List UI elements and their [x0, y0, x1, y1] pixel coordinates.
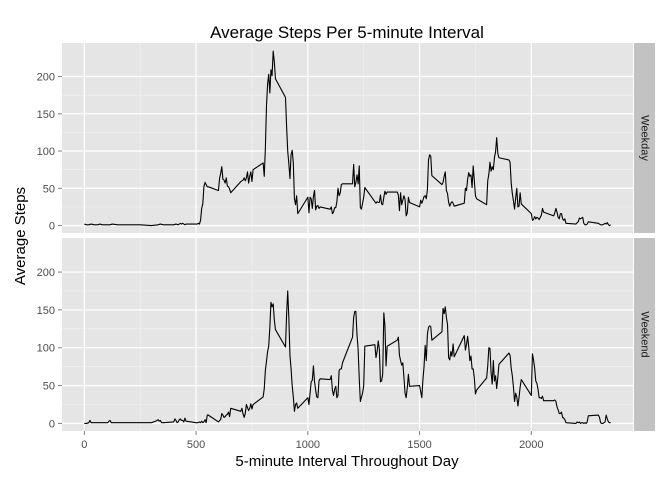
x-tick-label: 1000 — [296, 439, 320, 451]
y-tick-label: 100 — [37, 343, 55, 355]
x-tick-label: 1500 — [407, 439, 431, 451]
y-tick-label: 150 — [37, 305, 55, 317]
panel-background — [62, 238, 633, 431]
facet-strip — [634, 43, 655, 233]
facet-strip — [634, 238, 655, 431]
y-tick-label: 100 — [37, 146, 55, 158]
facet-strip-label: Weekend — [639, 311, 651, 357]
y-tick-label: 0 — [49, 221, 55, 233]
chart-title: Average Steps Per 5-minute Interval — [210, 23, 484, 42]
y-tick-label: 200 — [37, 72, 55, 84]
series-line-weekend — [84, 290, 611, 424]
facet-panel-weekend: 0 50 100 150 200 Weekend — [37, 238, 655, 431]
y-tick-label: 50 — [43, 183, 55, 195]
y-tick-label: 50 — [43, 381, 55, 393]
panel-background — [62, 43, 633, 233]
y-tick-label: 150 — [37, 109, 55, 121]
y-tick-label: 200 — [37, 267, 55, 279]
facet-panel-weekday: 0 50 100 150 200 Weekday — [37, 43, 655, 233]
series-line-weekday — [84, 50, 611, 227]
x-tick-label: 2000 — [519, 439, 543, 451]
y-axis-title: Average Steps — [12, 187, 29, 285]
x-tick-label: 500 — [187, 439, 205, 451]
y-tick-label: 0 — [49, 418, 55, 430]
x-tick-label: 0 — [81, 439, 87, 451]
facet-strip-label: Weekday — [639, 115, 651, 161]
x-axis: 0 500 1000 1500 2000 — [81, 431, 544, 451]
x-axis-title: 5-minute Interval Throughout Day — [235, 453, 459, 470]
facet-panels: 0 50 100 150 200 Weekday 0 50 100 150 200 Weekend — [37, 43, 655, 431]
